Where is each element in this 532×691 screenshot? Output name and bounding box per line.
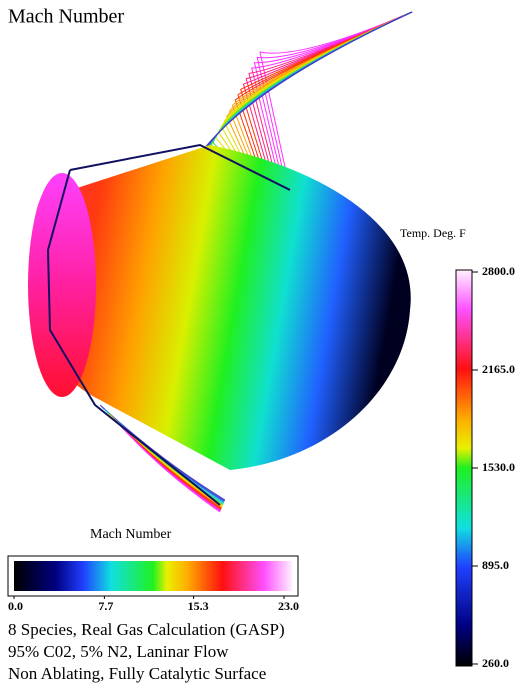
heat-shield — [28, 173, 96, 397]
streamline — [259, 11, 413, 191]
streamline — [204, 11, 413, 163]
temp-colorbar — [455, 269, 473, 667]
tick-label: 260.0 — [482, 656, 509, 670]
tick-label: 23.0 — [278, 599, 299, 613]
streamline — [253, 11, 413, 188]
streamline — [198, 11, 413, 171]
tick-label: 2165.0 — [482, 362, 515, 376]
mach-legend-label: Mach Number — [90, 527, 172, 542]
title: Mach Number — [8, 6, 124, 28]
streamline — [119, 424, 221, 513]
shock-line — [69, 143, 291, 191]
shock-line — [46, 169, 221, 506]
streamline — [209, 11, 413, 166]
capsule-body — [30, 145, 411, 470]
note: 8 Species, Real Gas Calculation (GASP) — [8, 620, 285, 639]
tick-label: 7.7 — [98, 599, 113, 613]
tick-label: 15.3 — [188, 599, 209, 613]
tick-label: 2800.0 — [482, 264, 515, 278]
streamline — [237, 11, 413, 180]
streamline — [248, 11, 413, 185]
mach-colorbar — [14, 561, 292, 591]
tick-label: 0.0 — [8, 599, 23, 613]
streamline — [226, 11, 413, 174]
note: 95% C02, 5% N2, Laninar Flow — [8, 642, 229, 661]
note: Non Ablating, Fully Catalytic Surface — [8, 664, 266, 683]
streamline — [242, 11, 413, 182]
tick-label: 895.0 — [482, 558, 509, 572]
streamline — [256, 11, 413, 189]
streamline — [201, 11, 413, 165]
streamline — [251, 11, 413, 186]
mach-colorbar-frame — [7, 555, 299, 597]
temp-legend-label: Temp. Deg. F — [400, 226, 466, 240]
tick-label: 1530.0 — [482, 460, 515, 474]
